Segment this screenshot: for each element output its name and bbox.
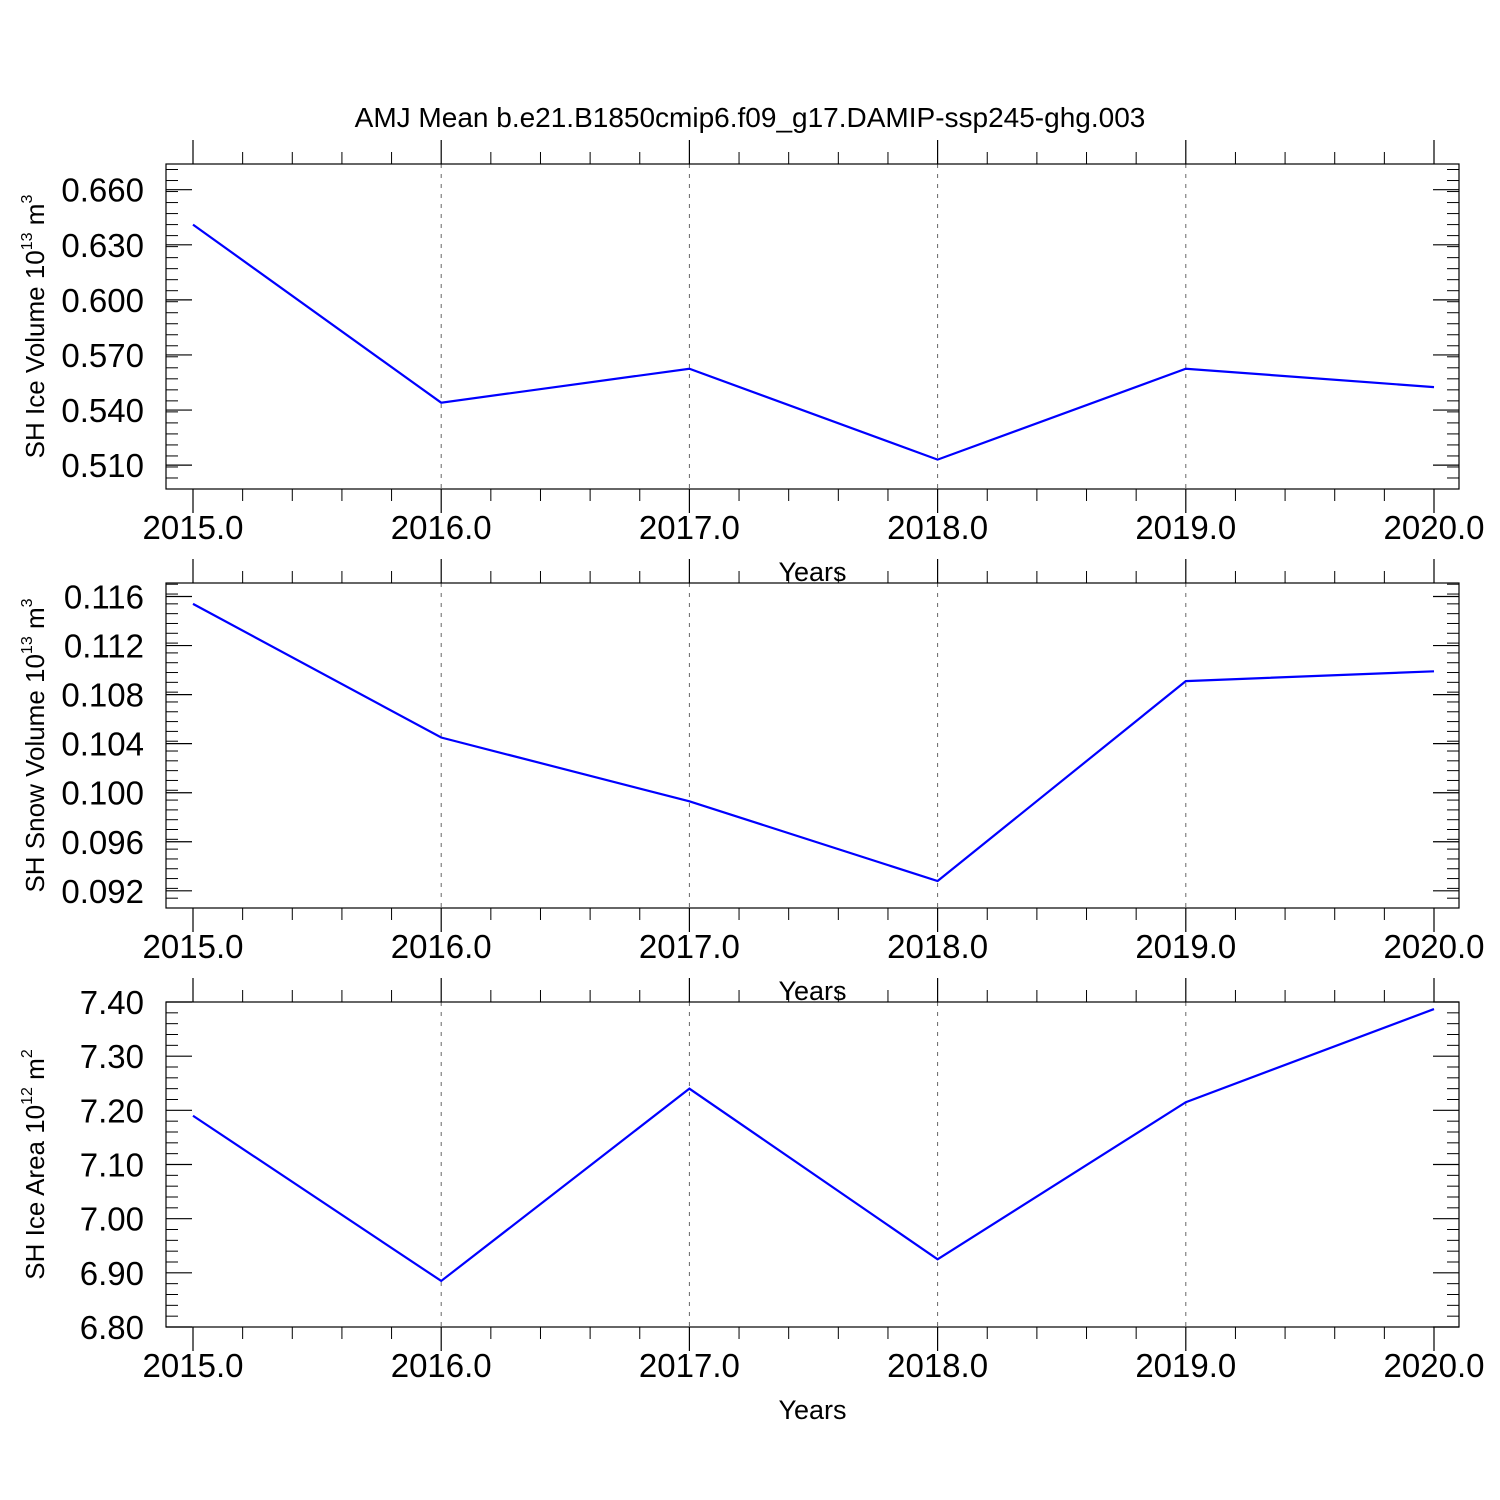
x-tick-label: 2020.0 <box>1384 928 1485 965</box>
y-axis-label: SH Snow Volume 1013 m3 <box>19 598 50 892</box>
panel-2: 2015.0 2016.0 2017.0 2018.0 2019.0 2020.0 0.09… <box>19 559 1484 1006</box>
x-tick-label: 2015.0 <box>143 1347 244 1384</box>
y-tick-label: 0.104 <box>61 726 144 763</box>
x-tick-label: 2015.0 <box>143 928 244 965</box>
y-tick-label: 7.10 <box>80 1147 144 1184</box>
x-axis-label: Years <box>778 1395 846 1425</box>
x-tick-label: 2018.0 <box>887 928 988 965</box>
x-tick-label: 2019.0 <box>1135 928 1236 965</box>
y-tick-label: 7.40 <box>80 984 144 1021</box>
y-tick-label: 0.540 <box>61 392 144 429</box>
y-tick-label: 6.80 <box>80 1309 144 1346</box>
plot-frame <box>165 582 1460 909</box>
y-tick-label: 7.30 <box>80 1038 144 1075</box>
x-tick-label: 2020.0 <box>1384 509 1485 546</box>
y-tick-label: 0.108 <box>61 677 144 714</box>
y-tick-label: 0.660 <box>61 172 144 209</box>
chart-title: AMJ Mean b.e21.B1850cmip6.f09_g17.DAMIP-… <box>355 102 1146 133</box>
x-tick-label: 2015.0 <box>143 509 244 546</box>
x-tick-label: 2019.0 <box>1135 1347 1236 1384</box>
y-axis-label: SH Ice Volume 1013 m3 <box>19 195 50 459</box>
x-tick-label: 2016.0 <box>391 509 492 546</box>
series-line <box>192 602 1435 883</box>
y-tick-label: 0.100 <box>61 775 144 812</box>
x-tick-label: 2017.0 <box>639 1347 740 1384</box>
y-tick-label: 0.116 <box>64 578 144 615</box>
y-tick-label: 0.096 <box>61 824 144 861</box>
x-tick-label: 2019.0 <box>1135 509 1236 546</box>
panel-3: 2015.0 2016.0 2017.0 2018.0 2019.0 2020.0 6.80… <box>19 978 1484 1425</box>
y-tick-label: 6.90 <box>80 1255 144 1292</box>
x-tick-label: 2017.0 <box>639 509 740 546</box>
y-tick-label: 0.600 <box>61 282 144 319</box>
x-tick-label: 2016.0 <box>391 928 492 965</box>
x-tick-label: 2018.0 <box>887 509 988 546</box>
y-tick-label: 7.20 <box>80 1092 144 1129</box>
series-line <box>192 223 1435 461</box>
y-tick-label: 0.112 <box>64 628 144 665</box>
y-axis-label: SH Ice Area 1012 m2 <box>19 1049 50 1280</box>
x-axis-label: Years <box>778 557 846 587</box>
panel-1: 2015.0 2016.0 2017.0 2018.0 2019.0 2020.0 0.51… <box>19 140 1484 587</box>
plot-frame <box>165 1001 1460 1328</box>
x-tick-label: 2016.0 <box>391 1347 492 1384</box>
y-tick-label: 0.630 <box>61 227 144 264</box>
y-tick-label: 0.510 <box>61 447 144 484</box>
x-tick-label: 2017.0 <box>639 928 740 965</box>
series-line <box>192 1008 1435 1283</box>
plot-frame <box>165 163 1460 490</box>
x-tick-label: 2018.0 <box>887 1347 988 1384</box>
y-tick-label: 7.00 <box>80 1201 144 1238</box>
y-tick-label: 0.570 <box>61 337 144 374</box>
x-axis-label: Years <box>778 976 846 1006</box>
x-tick-label: 2020.0 <box>1384 1347 1485 1384</box>
y-tick-label: 0.092 <box>61 873 144 910</box>
